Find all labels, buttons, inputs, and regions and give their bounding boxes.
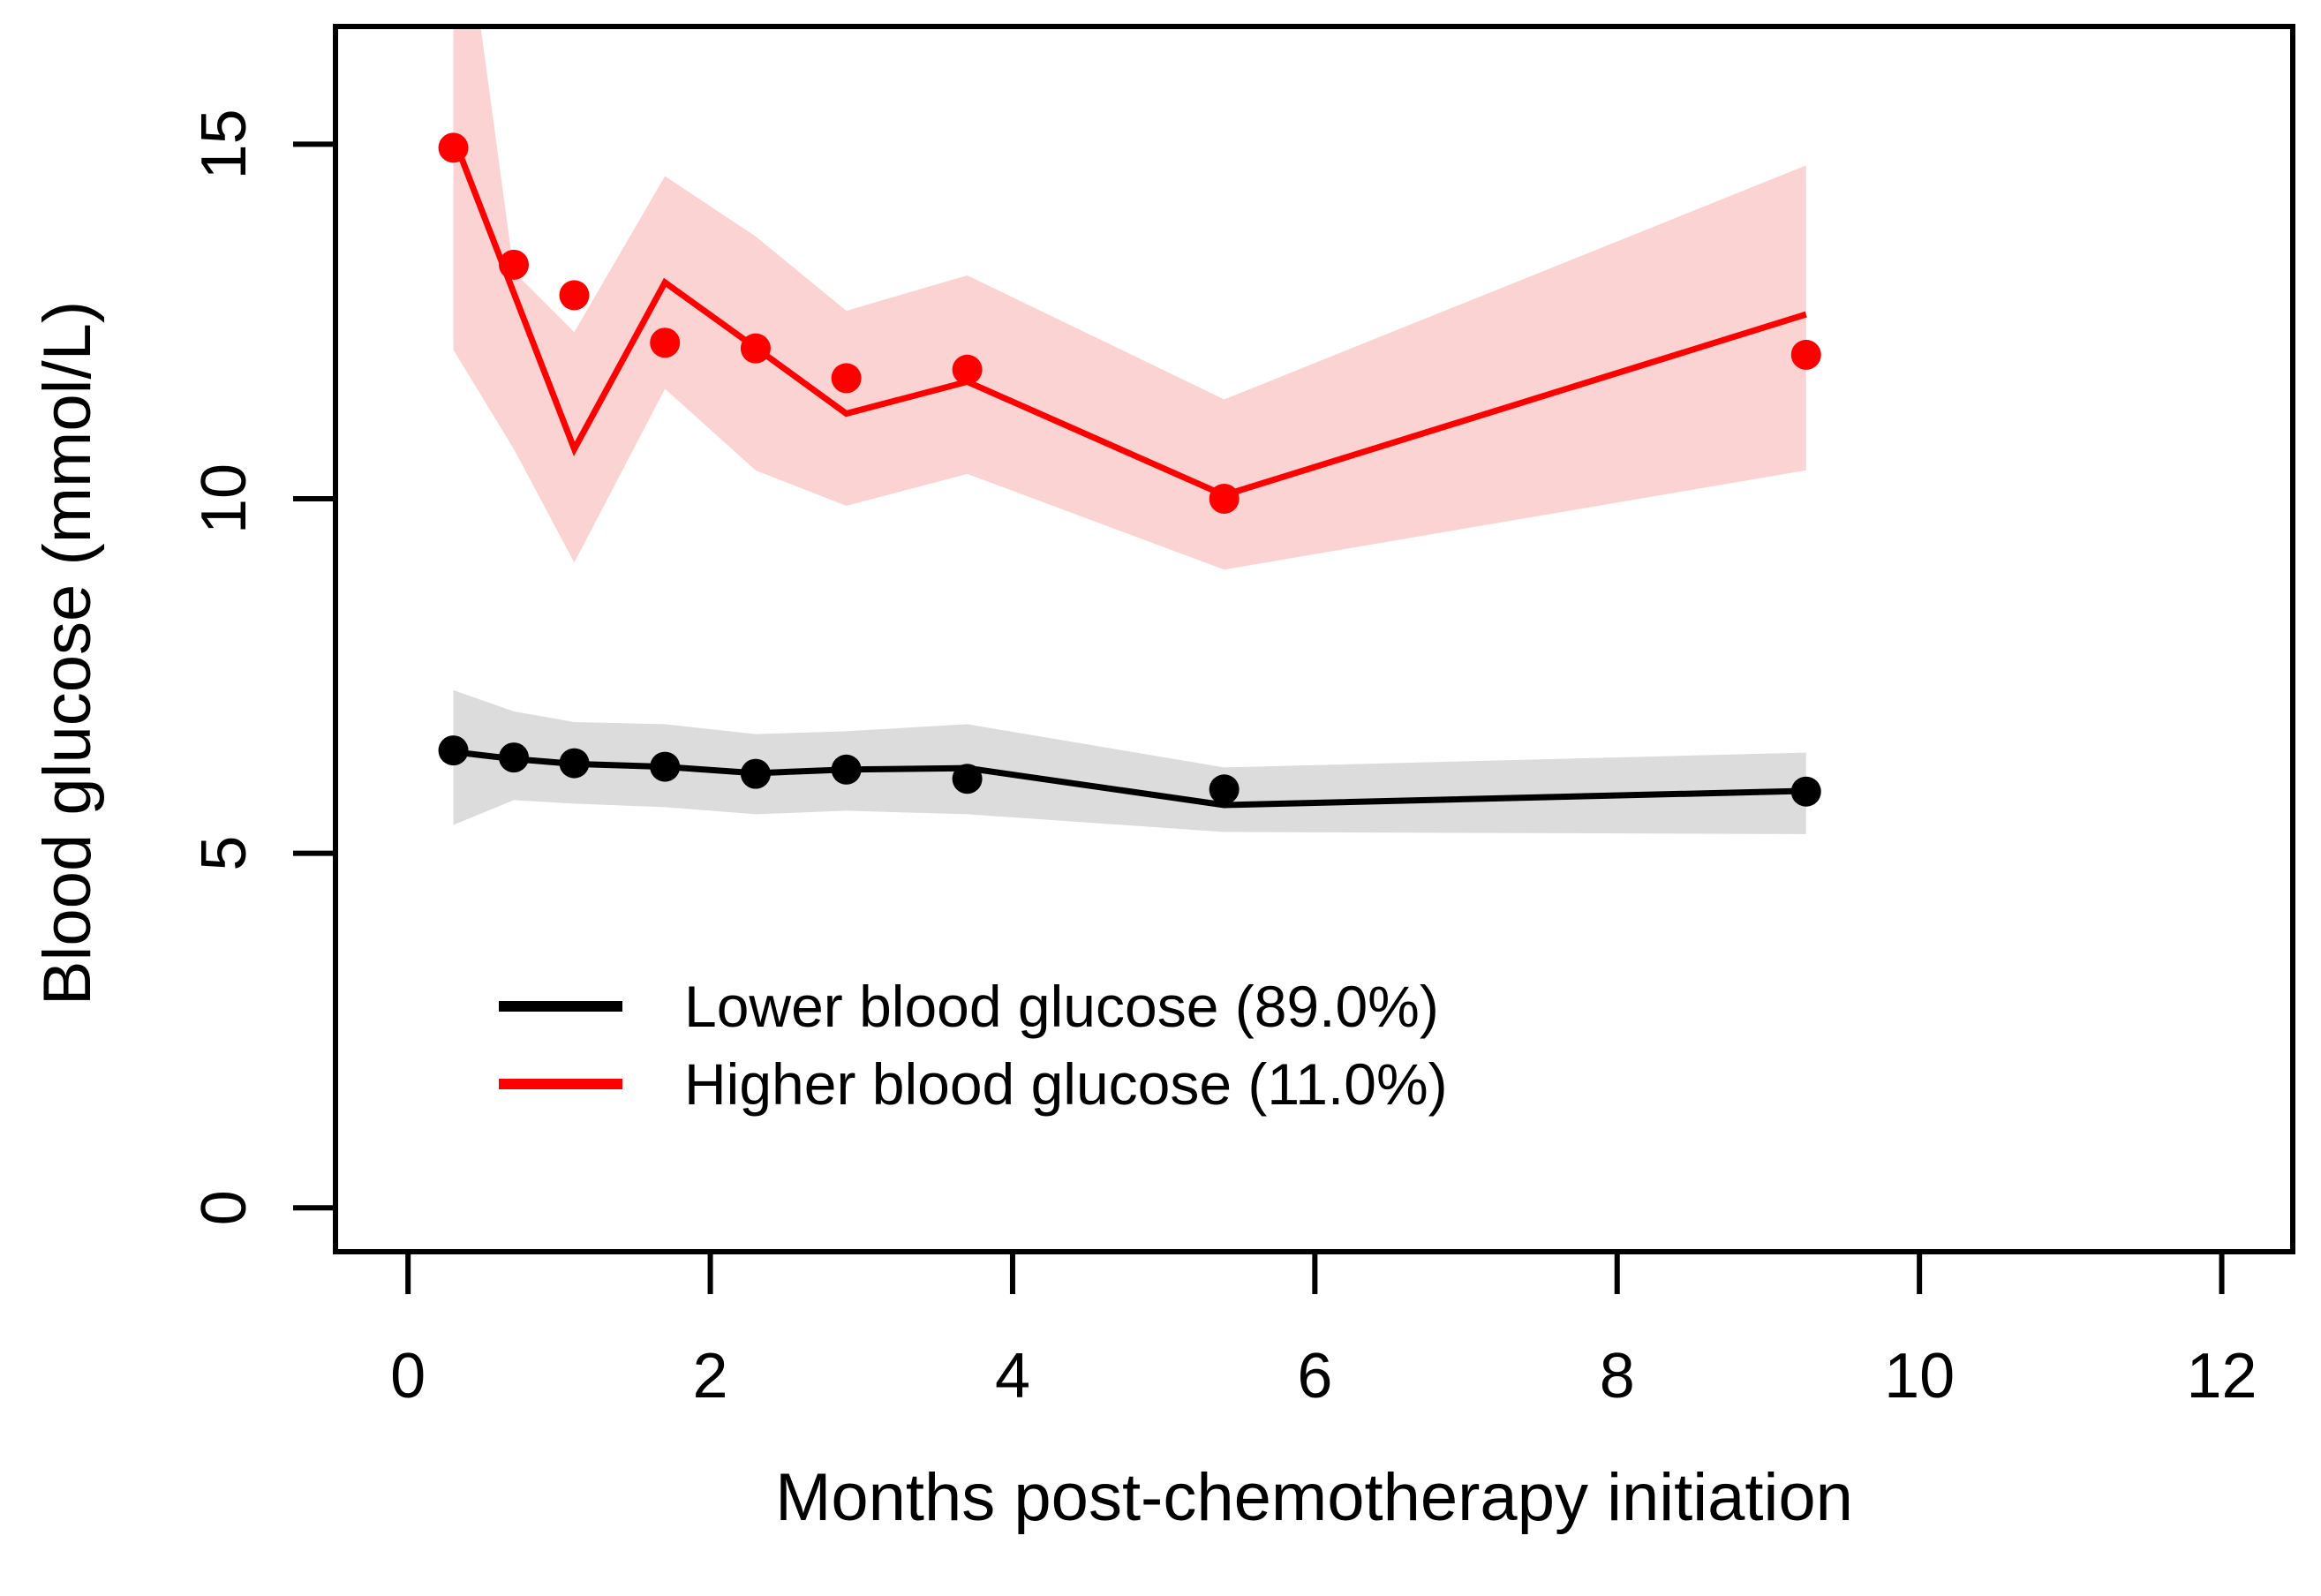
higher-series-point	[952, 354, 983, 385]
x-axis: 0 2 4 6 8 10 12	[390, 1252, 2257, 1412]
y-tick-label: 15	[189, 109, 260, 179]
higher-series-point	[740, 333, 771, 364]
y-axis: 0 5 10 15	[189, 109, 335, 1225]
higher-series-point	[1209, 483, 1240, 514]
lower-series-point	[1790, 776, 1821, 807]
legend: Lower blood glucose (89.0%) Higher blood …	[499, 974, 1448, 1117]
higher-confidence-band	[453, 26, 1806, 570]
higher-series-point	[831, 363, 862, 394]
legend-entry: Higher blood glucose (11.0%)	[499, 1051, 1448, 1117]
higher-series-point	[559, 280, 590, 311]
lower-series-point	[499, 742, 530, 773]
higher-series-point	[499, 249, 530, 280]
legend-label: Lower blood glucose (89.0%)	[684, 974, 1439, 1039]
x-tick-label: 8	[1600, 1341, 1635, 1412]
higher-series-points	[438, 132, 1821, 514]
higher-series-point	[1790, 339, 1821, 370]
x-tick-label: 2	[693, 1341, 728, 1412]
lower-series-points	[438, 735, 1821, 807]
y-tick-label: 10	[189, 463, 260, 534]
lower-series-point	[831, 754, 862, 785]
x-tick-label: 4	[995, 1341, 1030, 1412]
x-tick-label: 6	[1297, 1341, 1332, 1412]
y-axis-title: Blood glucose (mmol/L)	[30, 301, 105, 1005]
x-axis-title: Months post-chemotherapy initiation	[775, 1460, 1853, 1535]
x-tick-label: 0	[390, 1341, 426, 1412]
plot-area	[438, 26, 1821, 834]
lower-series-point	[559, 748, 590, 779]
legend-label: Higher blood glucose (11.0%)	[684, 1051, 1448, 1117]
lower-series-point	[1209, 774, 1240, 805]
lower-series-point	[740, 758, 771, 789]
lower-series-point	[650, 751, 681, 782]
x-tick-label: 10	[1884, 1341, 1955, 1412]
lower-series-point	[438, 735, 469, 766]
legend-entry: Lower blood glucose (89.0%)	[499, 974, 1439, 1039]
y-tick-label: 5	[189, 836, 260, 871]
higher-series-point	[650, 327, 681, 358]
lower-series-point	[952, 764, 983, 794]
higher-series-point	[438, 132, 469, 163]
y-tick-label: 0	[189, 1190, 260, 1225]
x-tick-label: 12	[2186, 1341, 2257, 1412]
